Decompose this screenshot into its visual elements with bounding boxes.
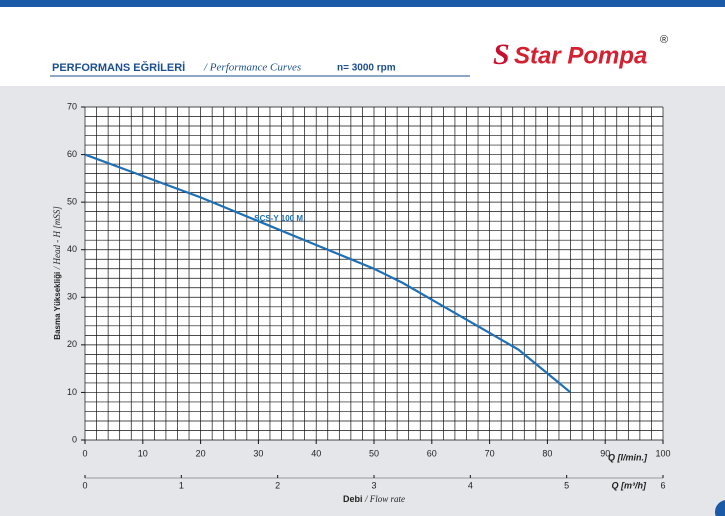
x2-tick-label: 3 (371, 480, 376, 490)
x-tick-label: 40 (311, 448, 321, 458)
y-tick-label: 70 (67, 101, 77, 111)
top-bar (0, 0, 725, 7)
y-tick-label: 30 (67, 292, 77, 302)
header-title: PERFORMANS EĞRİLERİ (52, 61, 185, 74)
x-tick-label: 0 (82, 448, 87, 458)
series-label: SCS-Y 100 M (254, 214, 303, 223)
x2-tick-label: 4 (468, 480, 473, 490)
x-tick-label: 60 (427, 448, 437, 458)
y-tick-label: 50 (67, 197, 77, 207)
x2-tick-label: 2 (275, 480, 280, 490)
y-tick-label: 60 (67, 149, 77, 159)
x-tick-label: 70 (485, 448, 495, 458)
logo-mark: S (493, 38, 510, 71)
y-tick-label: 10 (67, 387, 77, 397)
x-tick-label: 50 (369, 448, 379, 458)
header-speed: n= 3000 rpm (337, 63, 396, 74)
x-tick-label: 20 (196, 448, 206, 458)
header-subtitle: / Performance Curves (203, 62, 301, 74)
x2-tick-label: 0 (82, 480, 87, 490)
y-tick-label: 40 (67, 244, 77, 254)
x-tick-label: 100 (655, 448, 670, 458)
series-line (84, 153, 572, 394)
x-axis-label: Debi / Flow rate (343, 494, 405, 504)
y-label-italic: / Head - H [mSS] (52, 206, 62, 270)
x-label-italic: / Flow rate (364, 494, 405, 504)
y-axis-label: Basma Yüksekliği / Head - H [mSS] (52, 206, 62, 340)
y-tick-label: 0 (72, 434, 77, 444)
y-tick-label: 20 (67, 339, 77, 349)
brand: Star Pompa (514, 42, 647, 69)
corner-dot (715, 500, 725, 516)
y-label-bold: Basma Yüksekliği (53, 272, 62, 340)
header-band (0, 0, 725, 86)
x-label-bold: Debi (343, 494, 363, 504)
registered: ® (660, 34, 668, 46)
x-tick-label: 90 (600, 448, 610, 458)
x-tick-label: 80 (542, 448, 552, 458)
x2-tick-label: 6 (660, 480, 665, 490)
x-unit-label: Q [l/min.] (608, 452, 648, 462)
x2-unit-label: Q [m³/h] (612, 480, 647, 490)
x-tick-label: 10 (138, 448, 148, 458)
x2-tick-label: 1 (179, 480, 184, 490)
x-tick-label: 30 (253, 448, 263, 458)
x2-tick-label: 5 (564, 480, 569, 490)
